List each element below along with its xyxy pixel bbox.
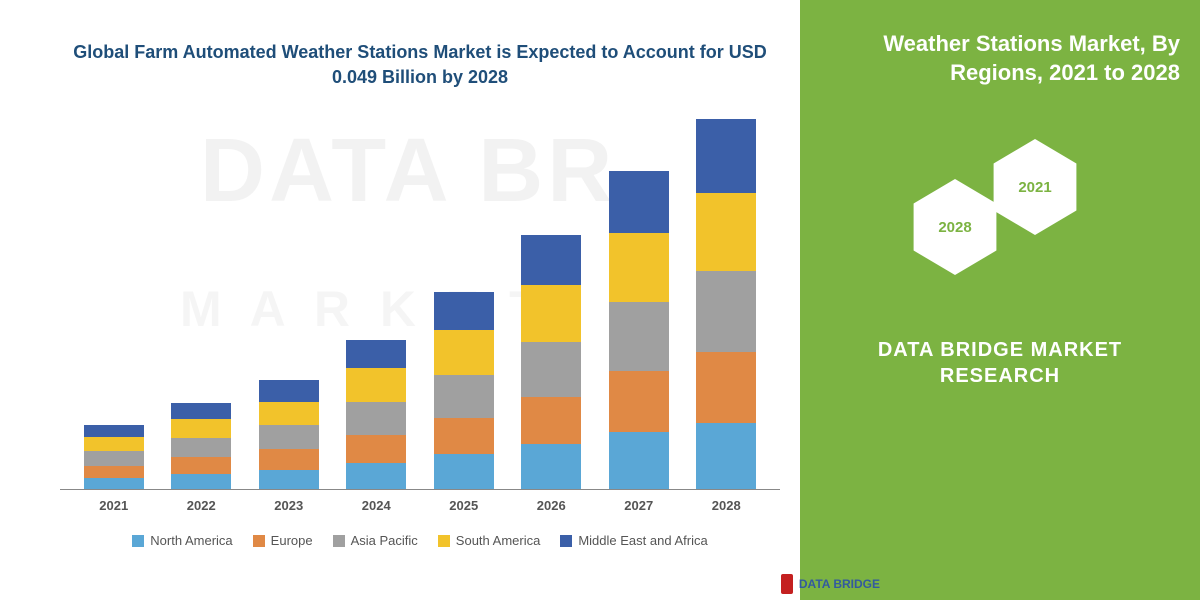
chart-legend: North America Europe Asia Pacific South Ame…: [60, 533, 780, 548]
bar-segment: [434, 454, 494, 490]
bar-segment: [171, 474, 231, 489]
bar-segment: [171, 438, 231, 457]
legend-swatch: [560, 535, 572, 547]
legend-item: Asia Pacific: [333, 533, 418, 548]
legend-label: Middle East and Africa: [578, 533, 707, 548]
panel-title: Weather Stations Market, By Regions, 202…: [820, 30, 1180, 87]
hex-2028: 2028: [910, 177, 1000, 277]
bar-segment: [346, 402, 406, 435]
bar-segment: [171, 457, 231, 474]
footer-logo-text: DATA BRIDGE: [799, 577, 880, 591]
bar-segment: [259, 425, 319, 449]
bar-segment: [346, 368, 406, 401]
bar-segment: [84, 466, 144, 478]
bar-group: [609, 171, 669, 489]
logo-bar-icon: [781, 574, 793, 594]
legend-swatch: [132, 535, 144, 547]
bar-segment: [434, 330, 494, 375]
footer-logo: DATA BRIDGE: [781, 574, 880, 594]
x-axis-label: 2025: [434, 498, 494, 513]
bar-segment: [171, 419, 231, 438]
bar-segment: [696, 423, 756, 490]
brand-text: DATA BRIDGE MARKET RESEARCH: [820, 337, 1180, 389]
chart-area: DATA BR M A R K E T Global Farm Automate…: [0, 0, 800, 600]
bar-segment: [434, 418, 494, 454]
bar-group: [521, 235, 581, 489]
legend-label: South America: [456, 533, 541, 548]
bar-segment: [434, 292, 494, 330]
legend-label: Europe: [271, 533, 313, 548]
chart-title: Global Farm Automated Weather Stations M…: [60, 40, 780, 90]
legend-label: North America: [150, 533, 232, 548]
bar-segment: [259, 470, 319, 489]
bar-segment: [84, 425, 144, 437]
x-axis-label: 2024: [346, 498, 406, 513]
main-container: DATA BR M A R K E T Global Farm Automate…: [0, 0, 1200, 600]
x-axis-label: 2023: [259, 498, 319, 513]
hex-2021: 2021: [990, 137, 1080, 237]
hex-label-2028: 2028: [938, 219, 971, 236]
bar-segment: [259, 402, 319, 426]
bar-segment: [609, 302, 669, 371]
bar-segment: [259, 449, 319, 470]
legend-item: North America: [132, 533, 232, 548]
bar-group: [696, 119, 756, 490]
bar-segment: [346, 340, 406, 369]
bar-segment: [609, 432, 669, 489]
chart-plot: [60, 110, 780, 490]
bar-segment: [346, 463, 406, 489]
bar-group: [259, 380, 319, 489]
right-panel: Weather Stations Market, By Regions, 202…: [800, 0, 1200, 600]
bar-segment: [346, 435, 406, 464]
hex-label-2021: 2021: [1018, 179, 1051, 196]
legend-swatch: [438, 535, 450, 547]
bar-segment: [609, 171, 669, 233]
legend-label: Asia Pacific: [351, 533, 418, 548]
bar-segment: [259, 380, 319, 401]
bar-segment: [609, 371, 669, 433]
bar-group: [346, 340, 406, 490]
legend-item: South America: [438, 533, 541, 548]
x-axis-label: 2026: [521, 498, 581, 513]
bar-segment: [84, 437, 144, 451]
hexagon-badges: 2028 2021: [910, 137, 1090, 297]
bar-segment: [696, 352, 756, 423]
x-axis-label: 2021: [84, 498, 144, 513]
bar-segment: [84, 478, 144, 490]
x-axis-label: 2027: [609, 498, 669, 513]
bar-segment: [696, 271, 756, 352]
legend-swatch: [253, 535, 265, 547]
bar-segment: [521, 342, 581, 397]
bar-group: [84, 425, 144, 489]
legend-item: Europe: [253, 533, 313, 548]
bar-group: [171, 403, 231, 490]
x-axis-label: 2022: [171, 498, 231, 513]
legend-swatch: [333, 535, 345, 547]
bar-segment: [696, 193, 756, 271]
bar-segment: [521, 285, 581, 342]
bar-group: [434, 292, 494, 489]
bar-segment: [609, 233, 669, 302]
bar-segment: [84, 451, 144, 465]
bar-segment: [521, 444, 581, 489]
bar-segment: [521, 397, 581, 445]
bar-segment: [434, 375, 494, 418]
bar-segment: [521, 235, 581, 285]
bars-row: [60, 110, 780, 489]
x-axis-label: 2028: [696, 498, 756, 513]
x-axis-labels: 2021 2022 2023 2024 2025 2026 2027 2028: [60, 490, 780, 513]
bar-segment: [171, 403, 231, 420]
legend-item: Middle East and Africa: [560, 533, 707, 548]
bar-segment: [696, 119, 756, 193]
